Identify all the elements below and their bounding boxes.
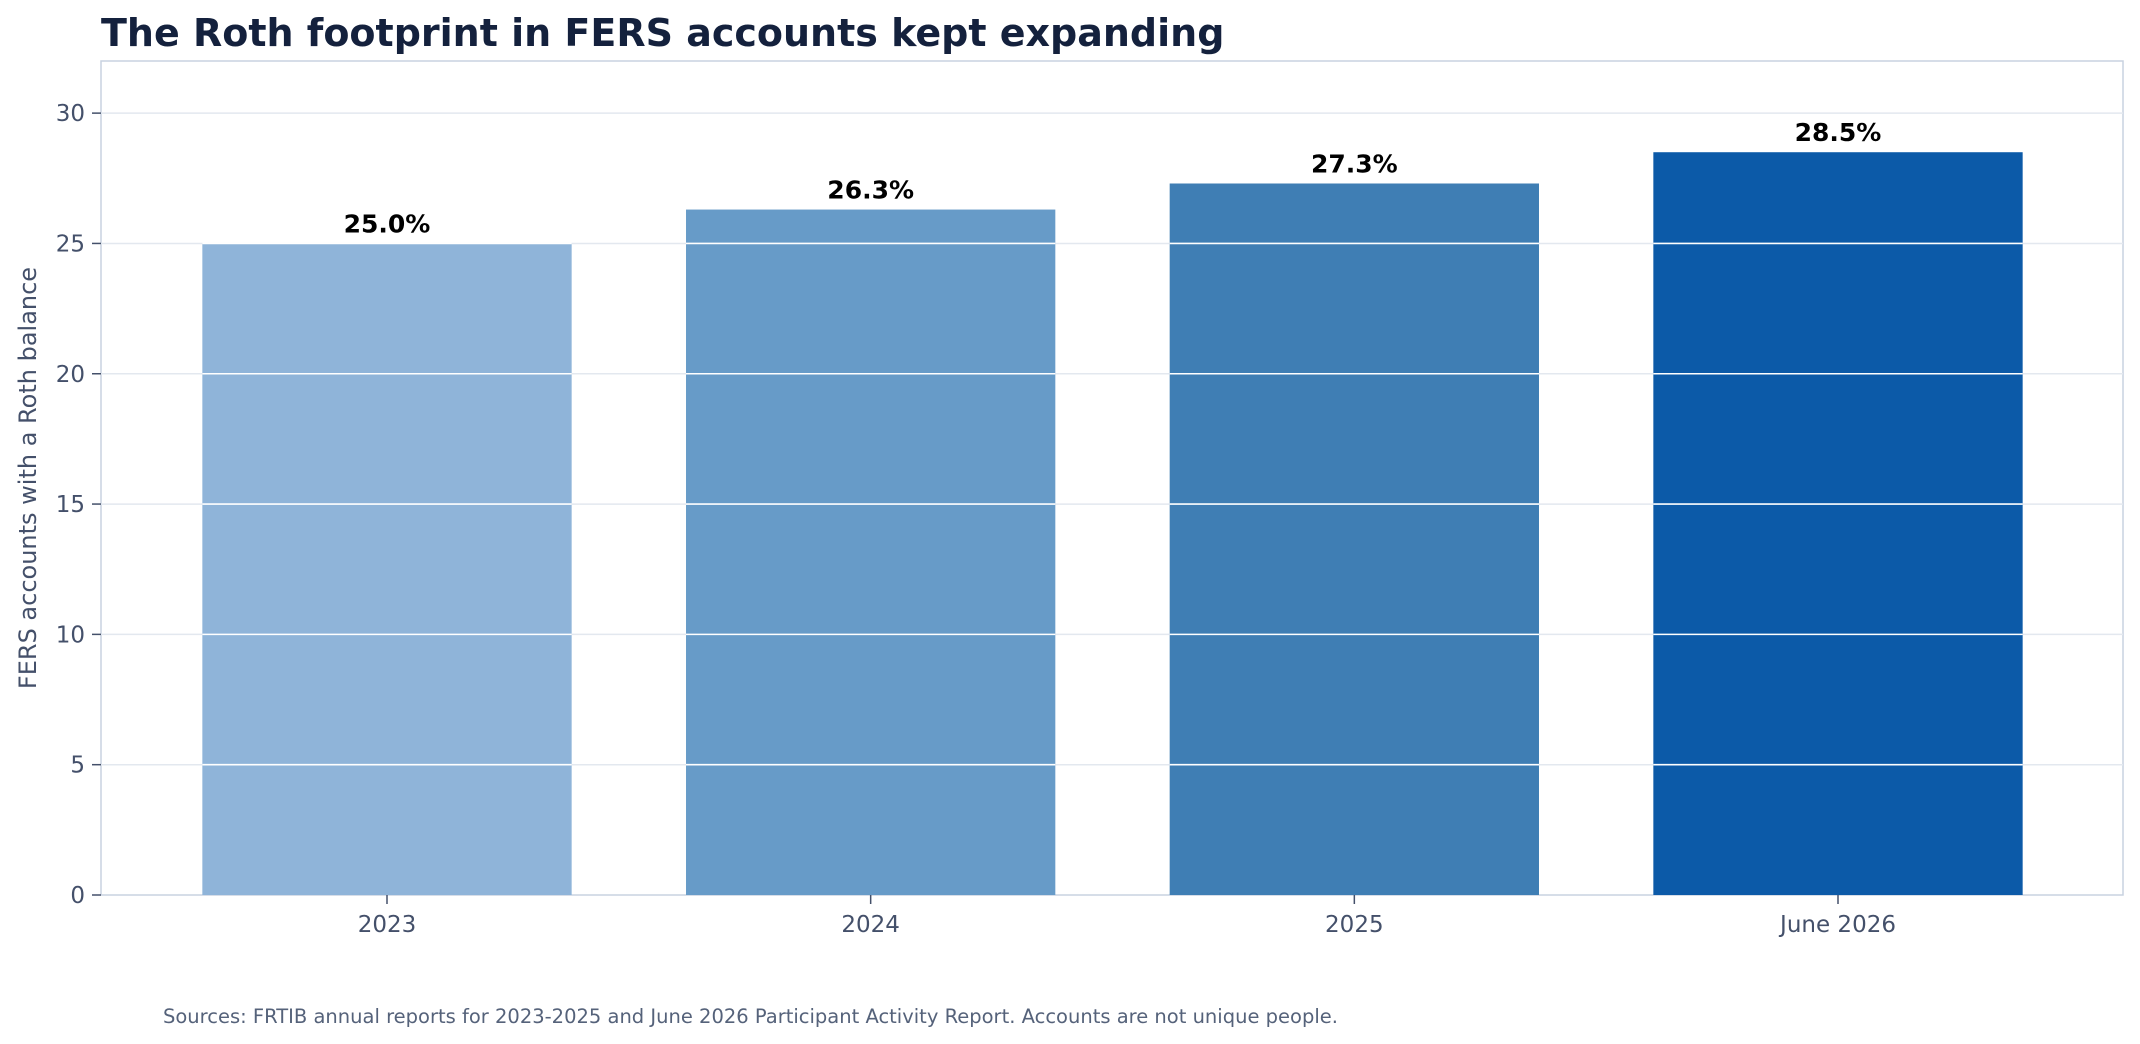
x-tick-label: June 2026 <box>1778 912 1896 938</box>
y-tick-label: 30 <box>56 101 85 127</box>
y-tick-label: 5 <box>70 753 85 779</box>
bars <box>202 152 2023 895</box>
y-axis-label: FERS accounts with a Roth balance <box>14 267 42 689</box>
data-label: 28.5% <box>1795 118 1882 147</box>
data-labels: 25.0% 26.3% 27.3% 28.5% <box>344 118 1882 238</box>
bar <box>202 243 572 895</box>
bar <box>1169 183 1539 895</box>
y-tick-label: 0 <box>70 883 85 909</box>
data-label: 25.0% <box>344 209 431 238</box>
x-tick-label: 2024 <box>841 912 900 938</box>
bar <box>1653 152 2023 895</box>
chart-title: The Roth footprint in FERS accounts kept… <box>101 11 1224 55</box>
x-tick-label: 2025 <box>1325 912 1384 938</box>
x-axis: 2023 2024 2025 June 2026 <box>358 895 1896 938</box>
data-label: 26.3% <box>827 176 914 205</box>
y-tick-label: 15 <box>56 492 85 518</box>
bar <box>686 209 1056 895</box>
source-note: Sources: FRTIB annual reports for 2023-2… <box>163 1005 1338 1028</box>
y-tick-label: 20 <box>56 362 85 388</box>
y-tick-label: 10 <box>56 622 85 648</box>
gridlines-over-bars <box>202 242 2023 766</box>
y-tick-label: 25 <box>56 231 85 257</box>
y-axis: 0 5 10 15 20 25 30 <box>56 101 101 909</box>
x-tick-label: 2023 <box>358 912 417 938</box>
data-label: 27.3% <box>1311 149 1398 178</box>
